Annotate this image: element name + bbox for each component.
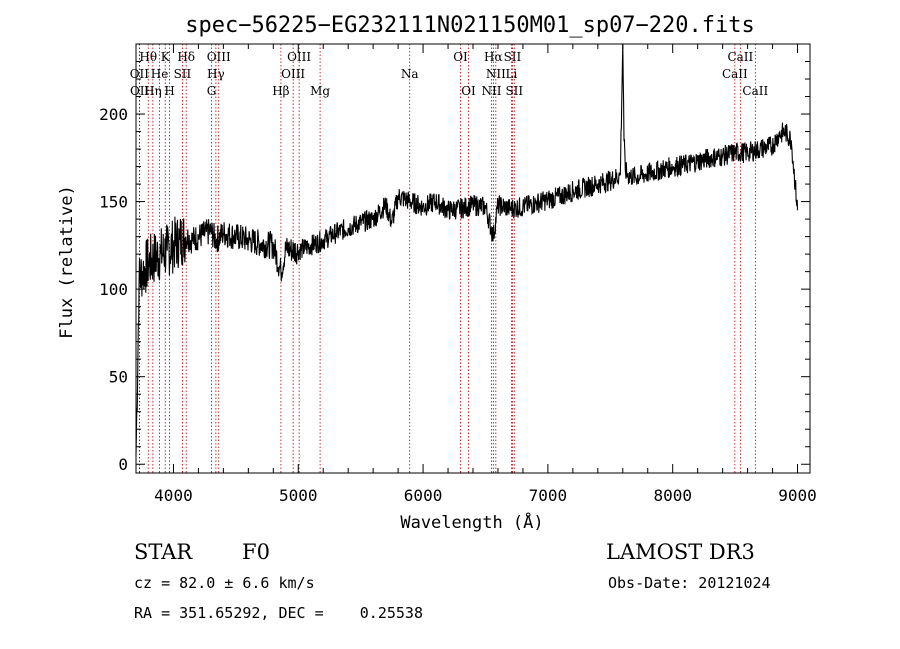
- axis-ticks: [136, 44, 810, 473]
- line-label-20: SII: [504, 50, 522, 64]
- plot-frame: [135, 43, 811, 474]
- subclass-label: F0: [242, 540, 270, 564]
- line-label-18: OI: [461, 84, 476, 98]
- line-label-15: Mg: [310, 84, 330, 98]
- line-label-2: OII: [130, 84, 150, 98]
- line-label-21: NII: [486, 67, 506, 81]
- line-label-9: OIII: [207, 50, 231, 64]
- line-label-17: OI: [453, 50, 468, 64]
- y-tick-label-3: 150: [99, 193, 128, 212]
- redshift-label: cz = 82.0 ± 6.6 km/s: [134, 574, 315, 592]
- line-label-16: Na: [401, 67, 419, 81]
- line-label-23: NII: [481, 84, 501, 98]
- y-axis-label: Flux (relative): [57, 185, 77, 339]
- line-label-4: He: [151, 67, 169, 81]
- y-tick-label-4: 200: [99, 105, 128, 124]
- line-label-8: SII: [174, 67, 192, 81]
- spectral-line-labels: Hθ OII OII K He Hη H Hδ SII OIII Hγ G Hβ OIII OIII Mg Na…: [130, 50, 769, 98]
- class-label: STAR: [134, 540, 193, 564]
- x-tick-label-4: 8000: [653, 486, 692, 505]
- y-tick-label-1: 50: [109, 368, 128, 387]
- survey-label: LAMOST DR3: [606, 540, 755, 564]
- line-label-5: Hη: [144, 84, 162, 98]
- tick-labels: 4000 5000 6000 7000 8000 9000 0 50 100 150 200: [99, 105, 817, 505]
- line-label-7: Hδ: [177, 50, 195, 64]
- x-tick-label-0: 4000: [154, 486, 193, 505]
- line-label-22: Li: [506, 67, 518, 81]
- obs-date-label: Obs-Date: 20121024: [608, 574, 771, 592]
- chart-title: spec−56225−EG232111N021150M01_sp07−220.f…: [185, 13, 755, 38]
- line-label-19: Hα: [484, 50, 503, 64]
- line-label-12: Hβ: [272, 84, 289, 98]
- line-label-11: G: [207, 84, 217, 98]
- x-axis-label: Wavelength (Å): [400, 511, 543, 533]
- line-label-3: K: [161, 50, 171, 64]
- spectral-line-markers: [138, 44, 756, 473]
- x-tick-label-2: 6000: [404, 486, 443, 505]
- line-label-6: H: [164, 84, 174, 98]
- line-label-27: CaII: [742, 84, 768, 98]
- radec-label: RA = 351.65292, DEC = 0.25538: [134, 604, 423, 622]
- spectrum-series-line: [135, 43, 799, 456]
- line-label-10: Hγ: [207, 67, 225, 81]
- line-label-24: SII: [505, 84, 523, 98]
- line-label-13: OIII: [287, 50, 311, 64]
- line-label-1: OII: [130, 67, 150, 81]
- line-label-0: Hθ: [139, 50, 157, 64]
- y-tick-label-2: 100: [99, 280, 128, 299]
- line-label-26: CaII: [722, 67, 748, 81]
- x-tick-label-1: 5000: [279, 486, 318, 505]
- x-tick-label-5: 9000: [778, 486, 817, 505]
- line-label-14: OIII: [281, 67, 305, 81]
- line-label-25: CaII: [727, 50, 753, 64]
- x-tick-label-3: 7000: [529, 486, 568, 505]
- y-tick-label-0: 0: [118, 455, 128, 474]
